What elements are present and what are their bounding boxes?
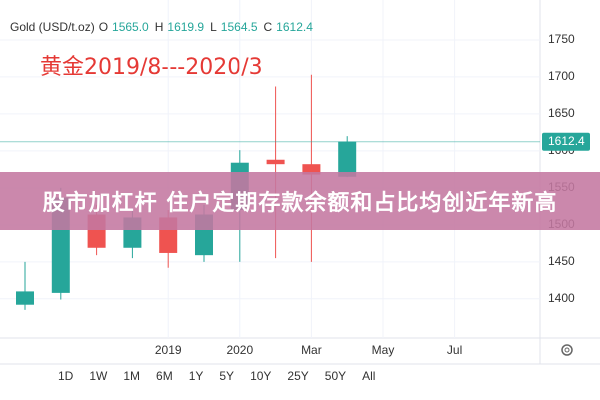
range-button[interactable]: All — [362, 369, 376, 383]
range-toolbar: 1D 1W 1M 6M 1Y 5Y 10Y 25Y 50Y All — [50, 369, 383, 383]
banner: 股市加杠杆 住户定期存款余额和占比均创近年新高 — [0, 172, 600, 230]
y-tick-label: 1750 — [548, 32, 575, 46]
price-tag — [542, 132, 590, 151]
x-tick-label: Mar — [301, 343, 322, 357]
x-tick-label: May — [372, 343, 395, 357]
x-tick-label: 2020 — [226, 343, 253, 357]
range-button[interactable]: 6M — [156, 369, 173, 383]
ohlc-value: 1564.5 — [220, 20, 258, 34]
range-button[interactable]: 1M — [123, 369, 141, 383]
range-button[interactable]: 1Y — [188, 369, 204, 383]
grid — [0, 0, 540, 338]
gear-hub[interactable] — [564, 347, 570, 353]
ohlc-name: O — [98, 20, 109, 34]
ohlc-name: H — [154, 20, 164, 34]
ohlc-name: C — [263, 20, 273, 34]
range-button[interactable]: 1D — [58, 369, 74, 383]
candle-body — [338, 141, 357, 177]
symbol: Gold (USD/t.oz) — [10, 20, 95, 34]
x-tick-label: Jul — [447, 343, 462, 357]
legend: Gold (USD/t.oz) O 1565.0 H 1619.9 L 1564.5 C 161… — [10, 20, 315, 34]
settings-icon[interactable] — [561, 344, 573, 356]
x-tick-label: 2019 — [155, 343, 182, 357]
ohlc-value: 1612.4 — [276, 20, 313, 34]
range-button[interactable]: 5Y — [219, 369, 235, 383]
range-button[interactable]: 1W — [89, 369, 108, 383]
y-tick-label: 1700 — [548, 69, 575, 83]
price-tag-label: 1612.4 — [548, 134, 585, 148]
y-tick-label: 1450 — [548, 254, 575, 268]
ohlc-value: 1565.0 — [112, 20, 149, 34]
y-tick-label: 1650 — [548, 106, 575, 120]
range-button[interactable]: 25Y — [287, 369, 309, 383]
gear[interactable] — [561, 344, 573, 356]
candle-body — [266, 159, 285, 165]
y-tick-label: 1400 — [548, 291, 575, 305]
ohlc-name: L — [210, 20, 217, 34]
range-button[interactable]: 10Y — [250, 369, 272, 383]
candle-body — [302, 164, 321, 175]
range-button[interactable]: 50Y — [324, 369, 347, 383]
ohlc-value: 1619.9 — [167, 20, 205, 34]
chart-title: 黄金2019/8---2020/3 — [40, 55, 263, 80]
candle-body — [16, 291, 34, 305]
